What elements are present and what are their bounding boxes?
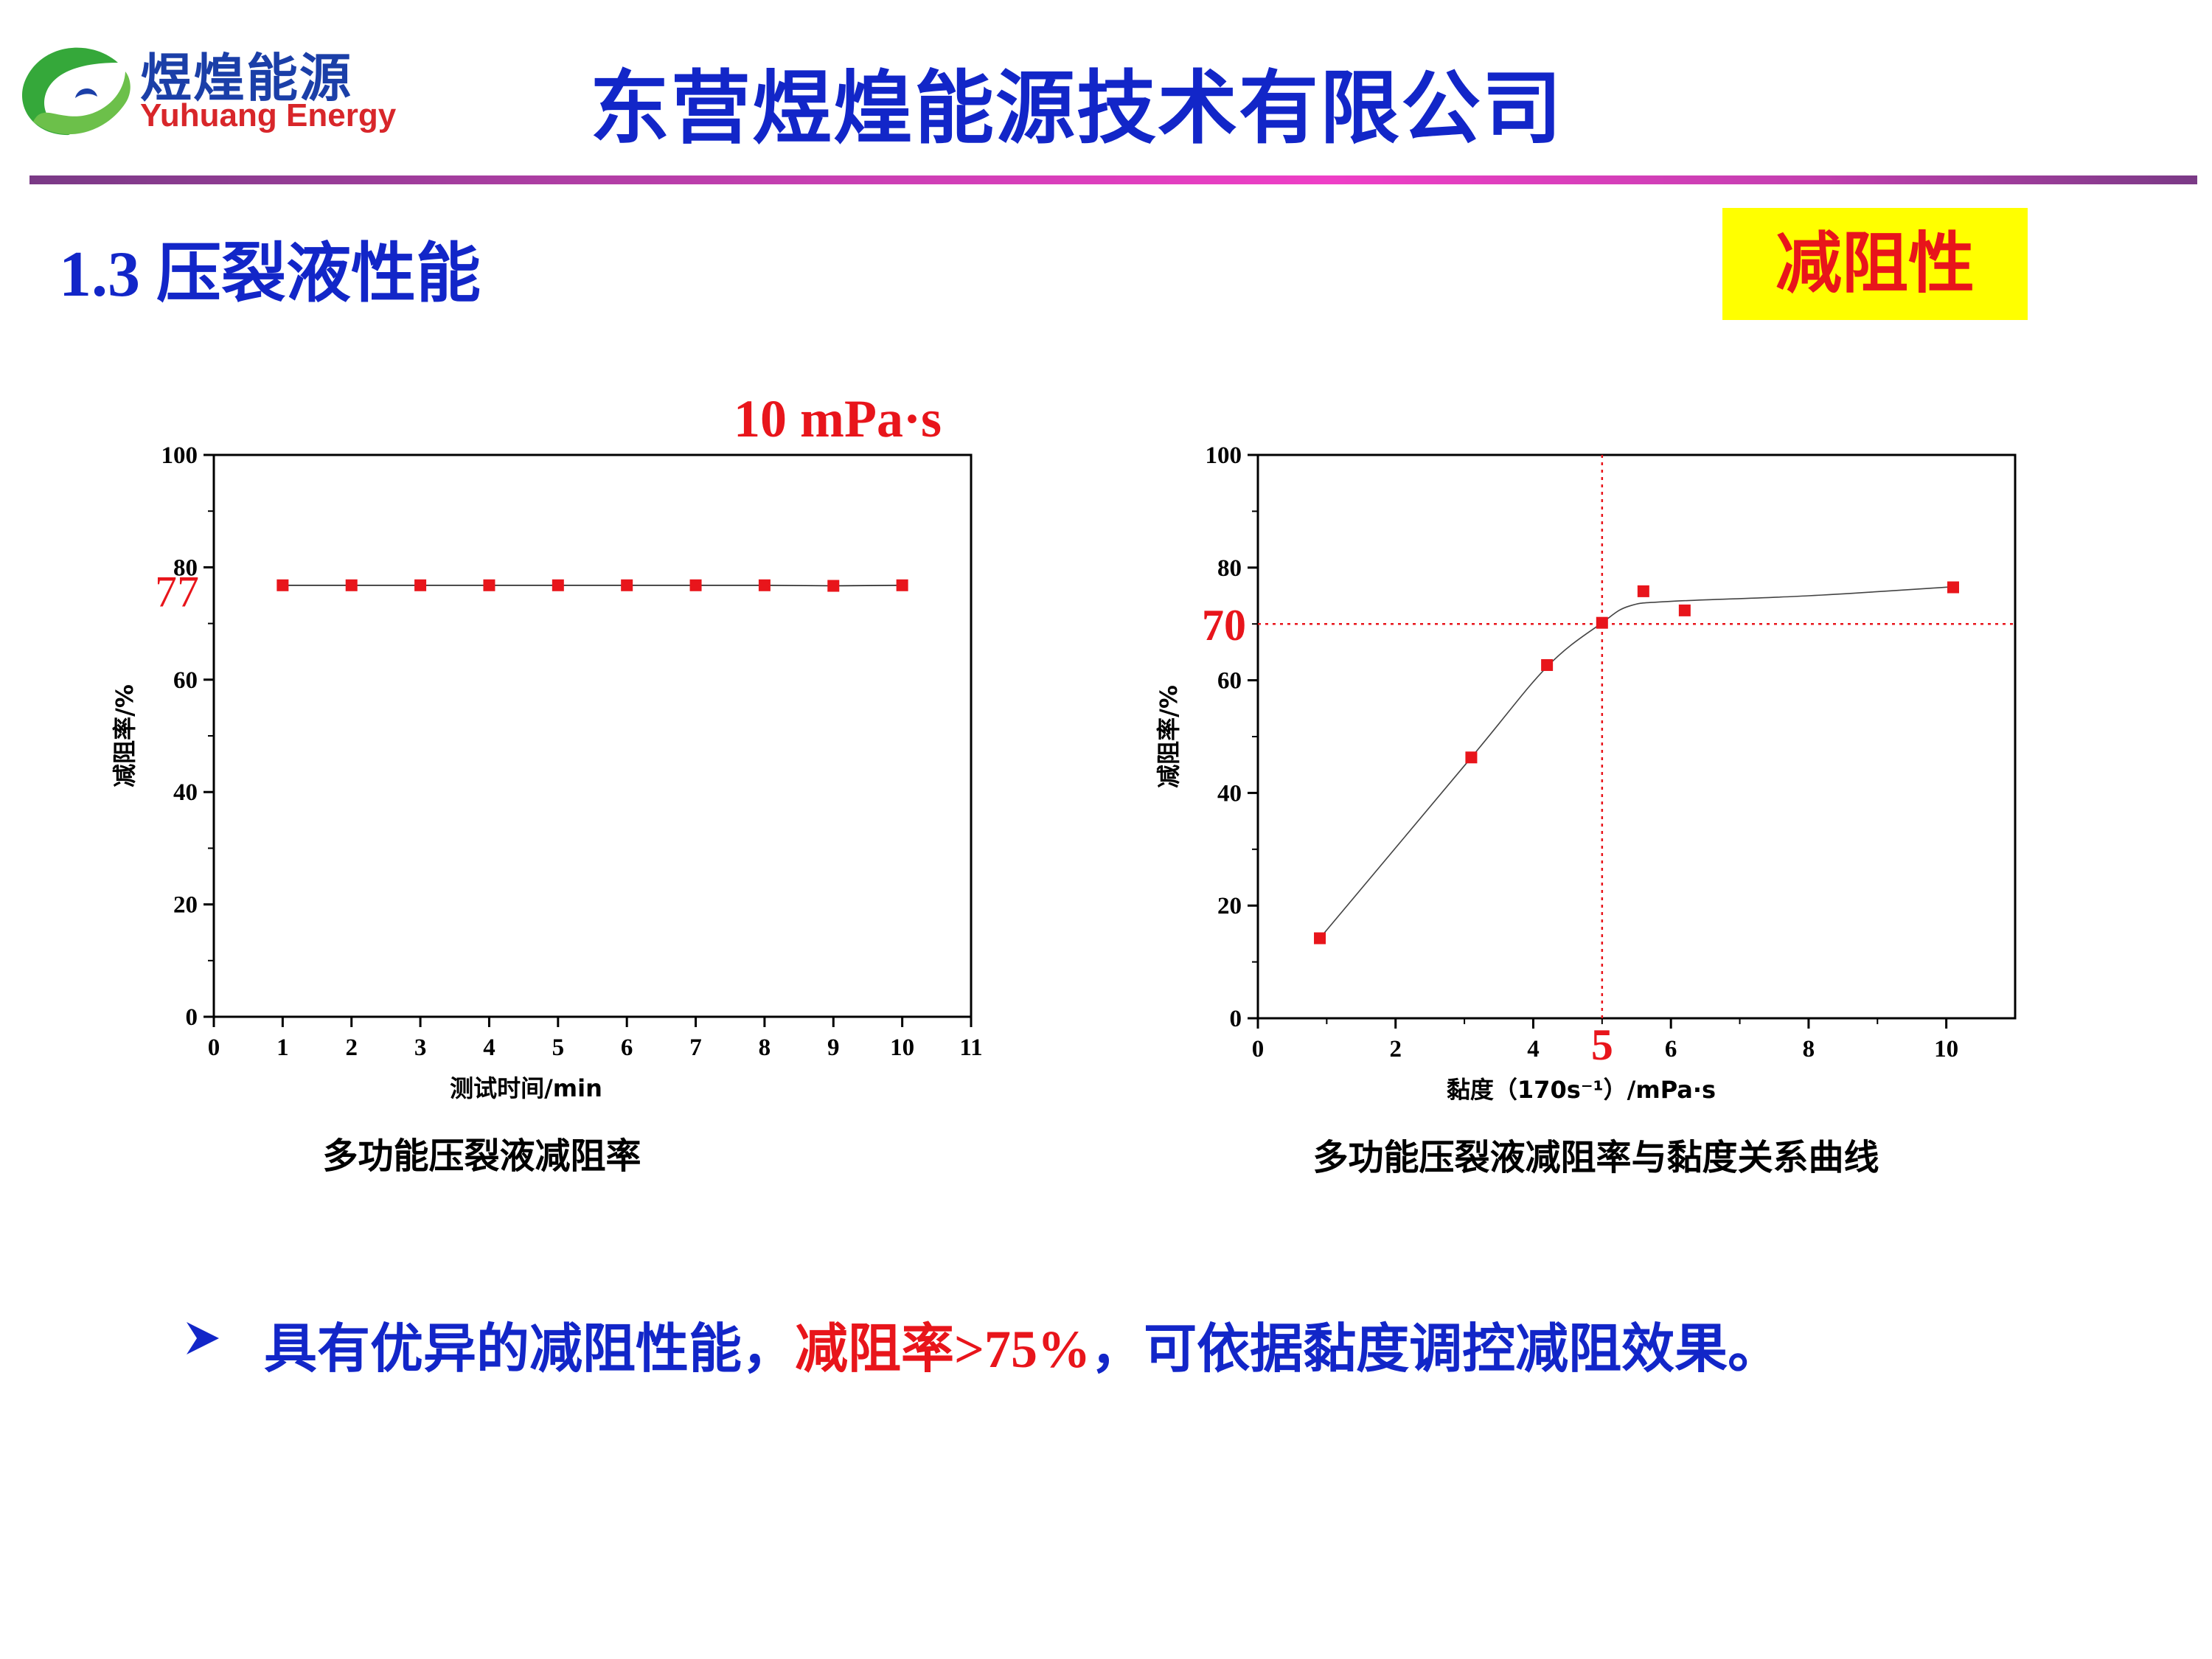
data-point bbox=[1947, 581, 1959, 594]
y-tick-label: 40 bbox=[1217, 780, 1242, 807]
data-point bbox=[414, 579, 427, 591]
data-point bbox=[1541, 658, 1554, 671]
fit-curve bbox=[1319, 586, 1954, 939]
x-tick-label: 1 bbox=[276, 1034, 289, 1061]
chart-caption: 多功能压裂液减阻率 bbox=[322, 1135, 641, 1177]
drag-reduction-viscosity-chart: 0 20 40 60 80 100 0 2 4 6 8 10 黏度（170s⁻¹）/mPa·s 减阻率/%… bbox=[1155, 442, 2017, 1178]
y-axis-label: 减阻率/% bbox=[111, 684, 139, 787]
chart-caption: 多功能压裂液减阻率与黏度关系曲线 bbox=[1312, 1137, 1879, 1178]
y-tick-label: 60 bbox=[1217, 668, 1242, 695]
data-point bbox=[1596, 616, 1608, 629]
x-tick-label: 7 bbox=[689, 1034, 702, 1061]
y-tick-label: 100 bbox=[1206, 442, 1242, 469]
data-point bbox=[1465, 751, 1478, 764]
bullet-arrow-icon bbox=[187, 1322, 219, 1354]
company-title: 东营煜煌能源技术有限公司 bbox=[590, 63, 1564, 155]
y-tick-label: 80 bbox=[1217, 555, 1242, 582]
x-tick-label: 2 bbox=[345, 1034, 358, 1061]
logo-text-cn: 煜煌能源 bbox=[140, 48, 352, 108]
data-point bbox=[758, 579, 771, 591]
x-tick-label: 10 bbox=[890, 1034, 914, 1061]
bullet-highlight-rate: >75% bbox=[954, 1320, 1091, 1379]
x-tick-label: 11 bbox=[959, 1034, 982, 1061]
x-tick-label: 9 bbox=[827, 1034, 840, 1061]
data-point bbox=[827, 580, 840, 592]
section-number: 1.3 bbox=[59, 239, 140, 310]
x-tick-label: 6 bbox=[621, 1034, 633, 1061]
viscosity-annotation: 10 mPa·s bbox=[734, 389, 942, 448]
x-tick-label: 0 bbox=[208, 1034, 220, 1061]
company-logo bbox=[21, 47, 131, 136]
data-point bbox=[345, 579, 358, 591]
y-axis-label: 减阻率/% bbox=[1155, 685, 1183, 788]
x-tick-label: 10 bbox=[1934, 1036, 1958, 1062]
section-title: 压裂液性能 bbox=[156, 235, 481, 311]
bullet-highlight: 减阻率>75% bbox=[795, 1318, 1091, 1380]
data-point bbox=[689, 579, 702, 591]
y-tick-label: 40 bbox=[173, 779, 198, 806]
x-tick-label: 8 bbox=[1803, 1036, 1815, 1062]
x-tick-label: 8 bbox=[759, 1034, 771, 1061]
header-divider bbox=[29, 175, 2197, 184]
y-tick-label: 20 bbox=[173, 892, 198, 919]
value-label-77: 77 bbox=[155, 567, 199, 616]
series-line bbox=[282, 585, 902, 587]
data-point bbox=[483, 579, 495, 591]
logo-swirl-icon bbox=[21, 47, 131, 136]
x-tick-label: 2 bbox=[1389, 1036, 1402, 1062]
section-heading: 1.3 压裂液性能 bbox=[59, 221, 481, 315]
property-tag: 减阻性 bbox=[1722, 208, 2028, 320]
x-tick-label: 6 bbox=[1665, 1036, 1677, 1062]
bullet-text-b: ，可依据黏度调控减阻效果。 bbox=[1091, 1318, 1781, 1380]
data-point bbox=[276, 579, 289, 591]
y-tick-label: 0 bbox=[186, 1004, 198, 1031]
x-tick-label: 4 bbox=[483, 1034, 495, 1061]
x-tick-label: 5 bbox=[552, 1034, 565, 1061]
summary-bullet: 具有优异的减阻性能，减阻率>75%，可依据黏度调控减阻效果。 bbox=[183, 1305, 1781, 1382]
reference-label-y: 70 bbox=[1202, 601, 1246, 650]
x-tick-label: 0 bbox=[1252, 1036, 1265, 1062]
data-point bbox=[1314, 932, 1326, 945]
y-tick-label: 20 bbox=[1217, 893, 1242, 919]
x-tick-label: 3 bbox=[414, 1034, 427, 1061]
drag-reduction-time-chart: 0 20 40 60 80 100 0 1 2 3 4 5 6 7 8 9 10 11 测试时间/min 减阻率/% 多… bbox=[111, 389, 983, 1177]
y-tick-label: 80 bbox=[173, 554, 198, 581]
data-point bbox=[621, 579, 633, 591]
y-tick-label: 0 bbox=[1230, 1006, 1242, 1032]
y-tick-label: 100 bbox=[161, 442, 198, 469]
y-tick-label: 60 bbox=[173, 667, 198, 694]
data-point bbox=[1678, 604, 1691, 616]
reference-label-x: 5 bbox=[1591, 1020, 1613, 1069]
x-tick-label: 4 bbox=[1527, 1036, 1540, 1062]
bullet-highlight-label: 减阻率 bbox=[795, 1318, 955, 1380]
data-point bbox=[896, 579, 908, 591]
logo-text-en: Yuhuang Energy bbox=[140, 97, 397, 133]
data-point bbox=[1637, 585, 1649, 597]
plot-frame bbox=[1256, 453, 2017, 1020]
x-axis-label: 测试时间/min bbox=[450, 1074, 602, 1102]
data-point bbox=[552, 579, 564, 591]
plot-frame bbox=[212, 453, 973, 1018]
x-axis-label: 黏度（170s⁻¹）/mPa·s bbox=[1447, 1076, 1716, 1104]
bullet-text-a: 具有优异的减阻性能， bbox=[264, 1318, 796, 1380]
